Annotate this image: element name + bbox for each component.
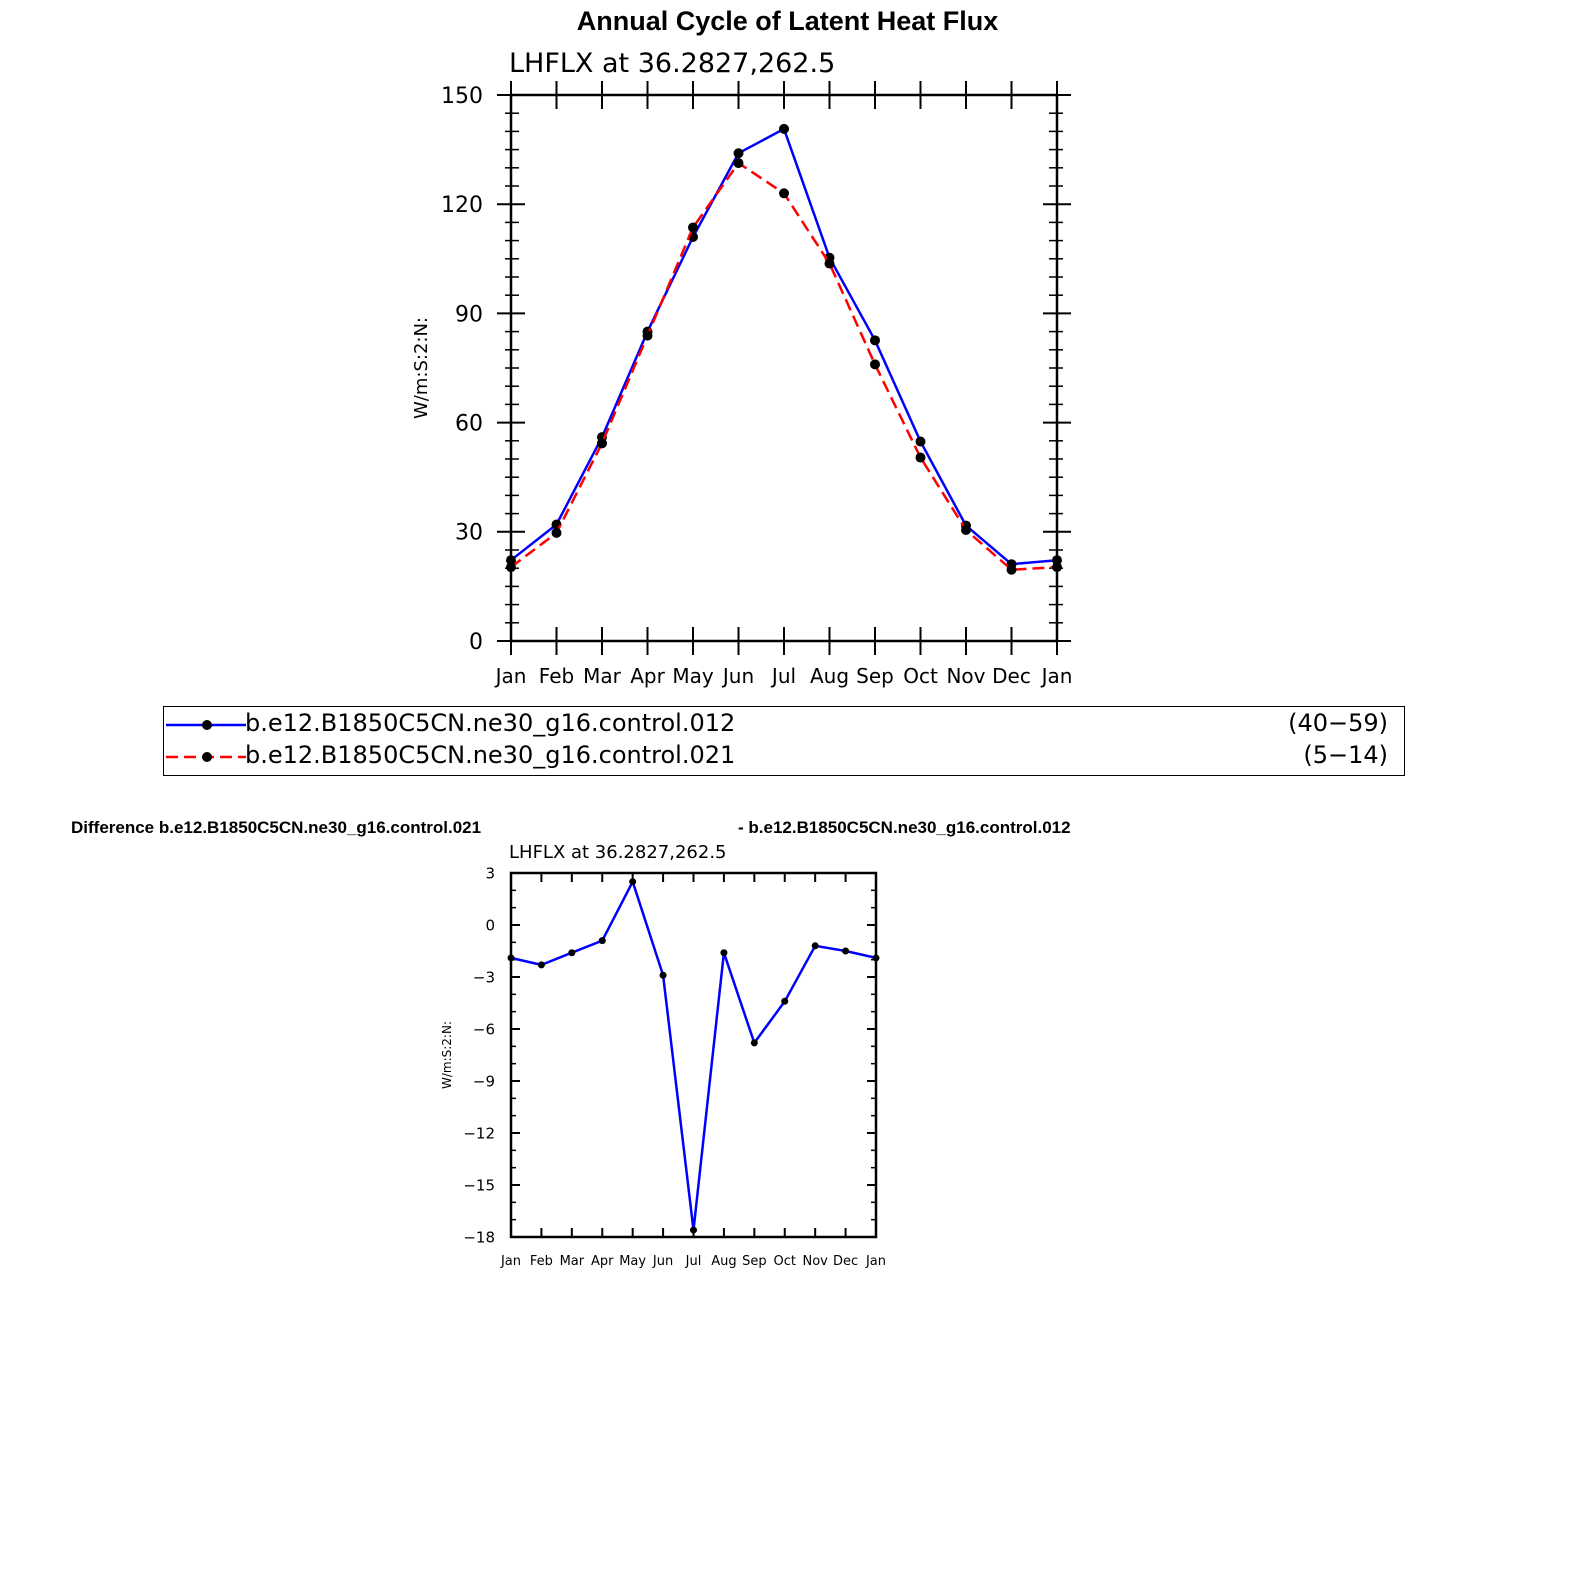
x-tick-label: Jun [652, 1254, 673, 1269]
y-tick-label: 120 [441, 193, 483, 218]
y-tick-label: 3 [485, 864, 495, 882]
plot-frame [509, 93, 1059, 643]
series-point-1 [688, 222, 698, 233]
series-point-1 [733, 158, 744, 169]
series-point-0 [811, 942, 819, 950]
x-tick-label: Aug [810, 664, 849, 688]
x-tick-label: Jan [494, 664, 527, 688]
series-point-0 [659, 971, 667, 979]
y-tick-label: −9 [473, 1072, 495, 1090]
series-point-0 [842, 947, 850, 955]
series-point-1 [1052, 562, 1062, 573]
y-tick-label: 60 [455, 412, 483, 437]
y-tick-label: 0 [469, 630, 483, 655]
x-tick-label: Apr [630, 664, 665, 688]
x-tick-label: Nov [946, 664, 985, 688]
series-line-1 [510, 161, 1058, 571]
y-tick-label: −15 [463, 1176, 495, 1194]
series-point-0 [506, 555, 516, 566]
series-point-1 [597, 438, 607, 449]
series-point-1 [779, 188, 789, 199]
series-point-1 [1006, 564, 1017, 575]
x-tick-label: Mar [560, 1254, 585, 1269]
series-point-0 [568, 949, 576, 957]
y-axis-label: W/m:S:2:N: [411, 317, 432, 419]
x-tick-label: May [619, 1254, 646, 1269]
series-point-1 [870, 359, 880, 370]
series-point-0 [507, 954, 515, 962]
y-tick-label: 90 [455, 302, 483, 327]
series-point-1 [824, 258, 835, 269]
x-tick-label: Jan [865, 1254, 886, 1269]
series-point-0 [750, 1039, 758, 1047]
x-tick-label: Mar [583, 664, 622, 688]
legend-label: b.e12.B1850C5CN.ne30_g16.control.021 [245, 741, 736, 769]
x-tick-label: Apr [591, 1254, 614, 1269]
series-point-1 [961, 524, 971, 535]
legend-swatch-dashed [166, 752, 246, 762]
series-point-1 [642, 330, 653, 341]
x-tick-label: Dec [833, 1254, 858, 1269]
page-title: Annual Cycle of Latent Heat Flux [576, 6, 999, 36]
plot-0: 0 30 60 90 120 150 Jan Feb Mar Apr May Jun Jul Aug Sep… [411, 81, 1072, 688]
series-point-0 [870, 335, 880, 346]
x-tick-label: Oct [903, 664, 938, 688]
series-point-0 [1052, 555, 1062, 566]
y-axis-label: W/m:S:2:N: [440, 1021, 454, 1089]
y-tick-label: 0 [485, 916, 495, 934]
series-point-0 [537, 961, 545, 969]
y-tick-label: −3 [473, 968, 495, 986]
series-point-0 [915, 436, 926, 447]
x-tick-label: Feb [539, 664, 574, 688]
x-tick-label: Jan [1040, 664, 1073, 688]
y-tick-label: −6 [473, 1020, 495, 1038]
series-point-0 [733, 148, 744, 159]
top-plot-subtitle: LHFLX at 36.2827,262.5 [509, 48, 836, 79]
series-point-0 [720, 949, 728, 957]
series-point-0 [629, 878, 637, 886]
series-point-0 [779, 123, 789, 134]
series-point-0 [781, 997, 789, 1005]
legend-entry-control-021: b.e12.B1850C5CN.ne30_g16.control.021 (5−… [164, 741, 1404, 773]
series-point-1 [506, 562, 516, 573]
series-point-0 [690, 1226, 697, 1234]
x-tick-label: May [672, 664, 714, 688]
x-tick-label: Jan [500, 1254, 521, 1269]
y-tick-label: 150 [441, 84, 483, 109]
legend: b.e12.B1850C5CN.ne30_g16.control.012 (40… [163, 706, 1405, 776]
y-tick-label: 30 [455, 521, 483, 546]
difference-title-right: - b.e12.B1850C5CN.ne30_g16.control.012 [738, 818, 1071, 837]
plot-1: −18 −15 −12 −9 −6 −3 0 3 Jan Feb Mar Apr May Jun Jul Au… [440, 864, 886, 1269]
x-tick-label: Dec [992, 664, 1031, 688]
series-line-0 [510, 880, 877, 1232]
legend-range: (40−59) [1288, 709, 1388, 737]
y-tick-label: −18 [463, 1228, 495, 1246]
bottom-plot-subtitle: LHFLX at 36.2827,262.5 [509, 842, 727, 863]
x-tick-label: Sep [742, 1254, 767, 1269]
y-tick-label: −12 [463, 1124, 495, 1142]
x-tick-label: Oct [774, 1254, 796, 1269]
legend-entry-control-012: b.e12.B1850C5CN.ne30_g16.control.012 (40… [164, 709, 1404, 741]
series-point-1 [915, 452, 926, 463]
x-tick-label: Jul [770, 664, 796, 688]
x-tick-label: Sep [856, 664, 894, 688]
legend-label: b.e12.B1850C5CN.ne30_g16.control.012 [245, 709, 736, 737]
legend-swatch-solid [166, 720, 246, 730]
series-point-0 [872, 954, 880, 962]
series-point-0 [598, 937, 606, 945]
series-point-1 [551, 527, 562, 538]
x-tick-label: Jun [721, 664, 754, 688]
x-tick-label: Aug [711, 1254, 736, 1269]
legend-range: (5−14) [1303, 741, 1388, 769]
x-tick-label: Jul [685, 1254, 702, 1269]
x-tick-label: Nov [802, 1254, 828, 1269]
difference-title-left: Difference b.e12.B1850C5CN.ne30_g16.cont… [71, 818, 482, 837]
plot-frame [509, 871, 878, 1239]
x-tick-label: Feb [530, 1254, 553, 1269]
